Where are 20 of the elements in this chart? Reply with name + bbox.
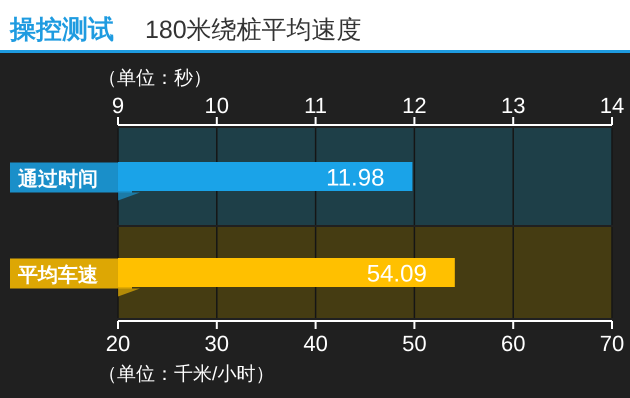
data-label: 54.09: [366, 260, 427, 288]
x-tick-label: 14: [600, 93, 624, 118]
x-axis-title: （单位：千米/小时）: [98, 364, 274, 385]
chart-subtitle: 180米绕桩平均速度: [145, 16, 362, 44]
y-tick-label: 通过时间: [17, 168, 98, 190]
chart-title: 操控测试: [9, 14, 114, 44]
x-tick-label: 11: [304, 93, 328, 118]
x-axis-title: （单位：秒）: [98, 68, 212, 89]
x-tick-label: 13: [500, 93, 526, 118]
x-tick-label: 20: [106, 331, 130, 356]
y-tick-label: 平均车速: [17, 264, 98, 286]
x-tick-label: 10: [204, 93, 230, 118]
x-tick-label: 12: [402, 93, 427, 118]
x-tick-label: 9: [112, 93, 124, 118]
x-tick-label: 50: [402, 331, 427, 356]
x-tick-label: 30: [204, 331, 230, 356]
data-label: 11.98: [326, 164, 384, 192]
x-tick-label: 40: [303, 331, 328, 356]
x-tick-label: 60: [500, 331, 526, 356]
x-tick-label: 70: [600, 331, 624, 356]
